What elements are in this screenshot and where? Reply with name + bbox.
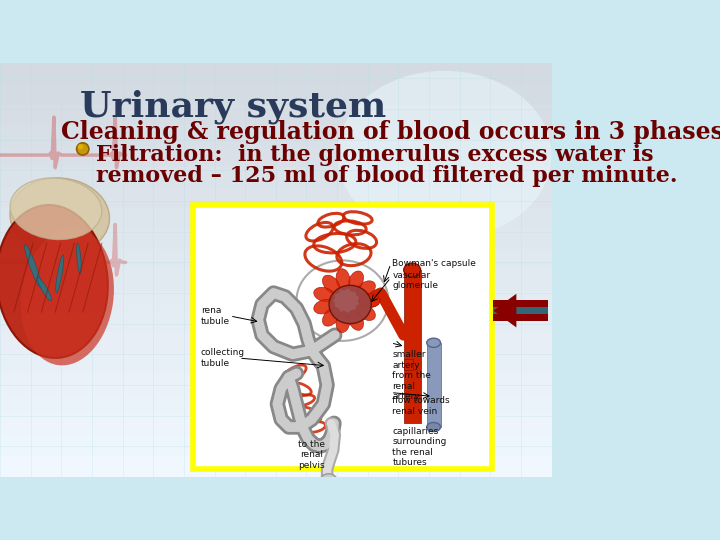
Bar <box>0 166 552 187</box>
Text: Urinary system: Urinary system <box>81 90 387 124</box>
Ellipse shape <box>356 281 375 297</box>
Ellipse shape <box>336 269 350 290</box>
Bar <box>0 374 552 394</box>
Bar <box>0 228 552 249</box>
Ellipse shape <box>314 287 335 302</box>
Ellipse shape <box>337 71 552 239</box>
Ellipse shape <box>10 178 102 240</box>
Bar <box>493 300 548 321</box>
Ellipse shape <box>323 275 340 294</box>
Bar <box>404 270 420 423</box>
Ellipse shape <box>320 474 337 488</box>
Ellipse shape <box>427 338 441 347</box>
Text: removed – 125 ml of blood filtered per minute.: removed – 125 ml of blood filtered per m… <box>96 165 678 187</box>
Ellipse shape <box>359 294 380 308</box>
Bar <box>0 435 552 456</box>
Text: smaller
artery
from the
renal
artery: smaller artery from the renal artery <box>392 350 431 401</box>
Ellipse shape <box>21 228 114 366</box>
Bar <box>0 208 552 228</box>
Text: capillaries
surrounding
the renal
tubures: capillaries surrounding the renal tubure… <box>392 427 446 467</box>
Ellipse shape <box>356 304 375 320</box>
Bar <box>427 343 441 427</box>
Bar <box>0 84 552 105</box>
Ellipse shape <box>76 243 81 274</box>
Bar <box>493 307 548 314</box>
Bar <box>0 105 552 125</box>
Text: to the
renal
pelvis: to the renal pelvis <box>298 440 325 470</box>
Bar <box>0 125 552 146</box>
Polygon shape <box>493 294 516 327</box>
Ellipse shape <box>329 285 372 323</box>
Ellipse shape <box>348 271 364 291</box>
Bar <box>404 359 413 369</box>
Bar <box>0 353 552 374</box>
Ellipse shape <box>55 255 64 293</box>
Circle shape <box>78 144 83 150</box>
Text: collecting
tubule: collecting tubule <box>201 348 245 368</box>
Ellipse shape <box>314 299 335 314</box>
Ellipse shape <box>359 294 380 308</box>
Text: rena
tubule: rena tubule <box>201 306 230 326</box>
Ellipse shape <box>323 308 340 326</box>
Ellipse shape <box>427 422 441 431</box>
Bar <box>0 291 552 312</box>
Bar <box>0 332 552 353</box>
Ellipse shape <box>37 278 52 301</box>
Text: Bowman's capsule: Bowman's capsule <box>392 259 476 268</box>
Ellipse shape <box>404 263 420 277</box>
Text: flow towards
renal vein: flow towards renal vein <box>392 396 450 416</box>
Text: Filtration:  in the glomerulus excess water is: Filtration: in the glomerulus excess wat… <box>96 144 653 166</box>
Ellipse shape <box>0 205 108 358</box>
Ellipse shape <box>24 245 41 288</box>
Bar <box>0 146 552 166</box>
Ellipse shape <box>10 178 109 255</box>
Circle shape <box>76 143 89 155</box>
Ellipse shape <box>336 311 350 333</box>
Bar <box>0 249 552 270</box>
Text: vascular
glomerule: vascular glomerule <box>392 271 438 291</box>
Text: Cleaning & regulation of blood occurs in 3 phases: Cleaning & regulation of blood occurs in… <box>61 120 720 144</box>
Bar <box>193 205 492 469</box>
Bar <box>0 456 552 477</box>
Ellipse shape <box>348 310 364 330</box>
Bar <box>0 63 552 84</box>
Bar <box>0 270 552 291</box>
Bar <box>0 312 552 332</box>
Bar <box>0 187 552 208</box>
Bar <box>0 415 552 435</box>
Bar <box>0 394 552 415</box>
